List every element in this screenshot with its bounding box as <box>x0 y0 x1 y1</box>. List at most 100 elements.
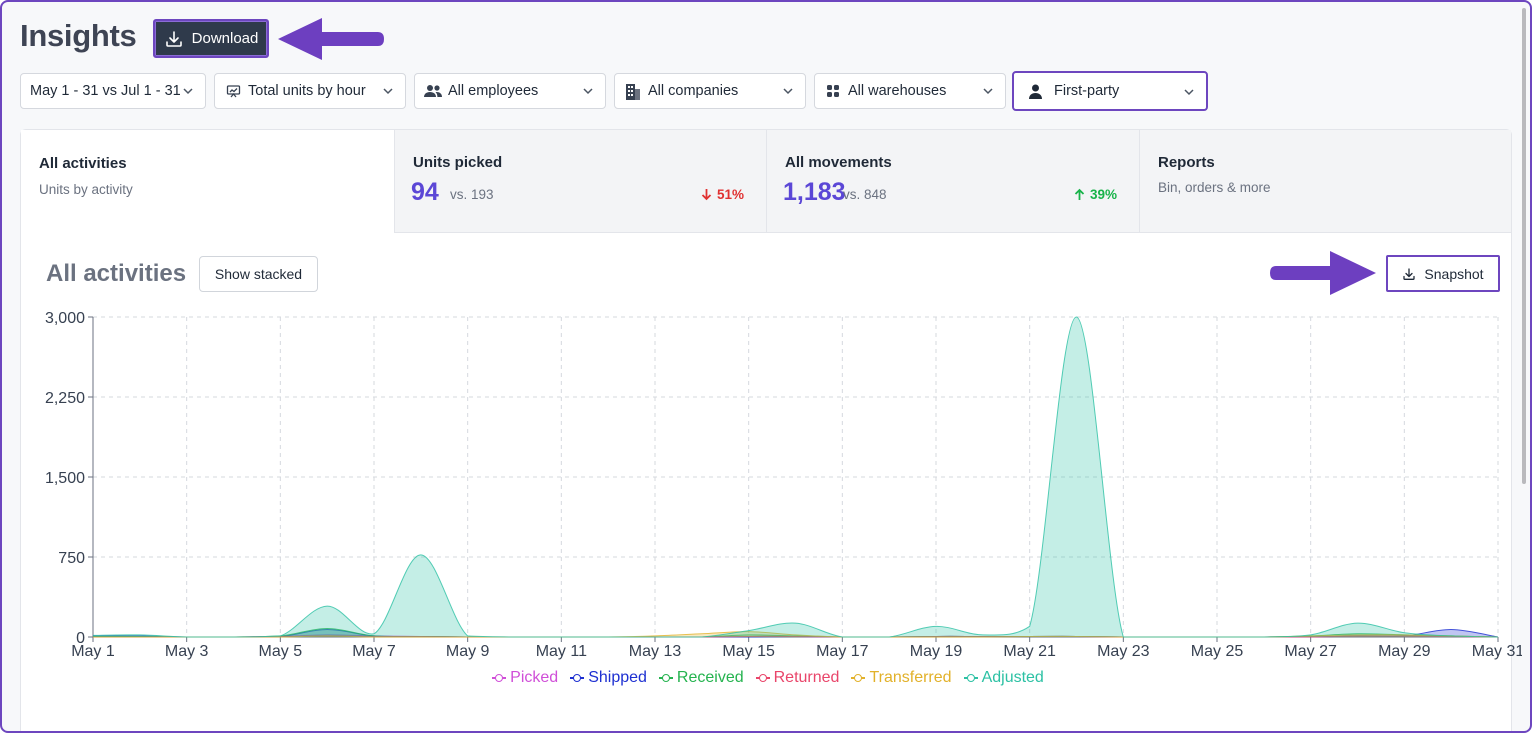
x-tick-label: May 5 <box>259 643 303 660</box>
download-icon <box>165 30 182 47</box>
arrow-up-icon <box>1074 188 1085 200</box>
download-button[interactable]: Download <box>153 19 269 58</box>
metric-comparison: vs. 848 <box>843 187 887 202</box>
legend-item-received[interactable]: Received <box>658 669 744 687</box>
y-tick-label: 1,500 <box>45 470 85 487</box>
x-tick-label: May 19 <box>910 643 963 660</box>
tab-reports[interactable]: Reports Bin, orders & more <box>1140 130 1511 233</box>
show-stacked-button[interactable]: Show stacked <box>199 256 318 292</box>
x-tick-label: May 31 <box>1472 643 1522 660</box>
activities-area-chart: 0 750 1,500 2,250 3,000 May 1 May 3 May 5 May 7 M… <box>45 310 1522 660</box>
chart-title: All activities <box>46 260 187 287</box>
insights-card: All activities Units by activity Units p… <box>20 129 1512 731</box>
x-tick-label: May 29 <box>1378 643 1431 660</box>
tab-all-movements[interactable]: All movements 1,183 vs. 848 39% <box>767 130 1140 233</box>
date-range-label: May 1 - 31 vs Jul 1 - 31 <box>30 83 181 99</box>
y-tick-label: 2,250 <box>45 390 85 407</box>
tab-subtitle: Units by activity <box>39 182 133 197</box>
party-filter[interactable]: First-party <box>1012 71 1208 111</box>
x-tick-label: May 15 <box>722 643 775 660</box>
series-line-adjusted <box>92 316 1499 638</box>
person-icon <box>1026 82 1044 100</box>
download-label: Download <box>191 30 259 47</box>
x-tick-label: May 11 <box>536 643 587 660</box>
tab-subtitle: Bin, orders & more <box>1158 180 1271 195</box>
date-range-filter[interactable]: May 1 - 31 vs Jul 1 - 31 <box>20 73 206 109</box>
legend-label: Shipped <box>588 669 647 686</box>
arrow-down-icon <box>701 189 712 201</box>
chevron-down-icon <box>183 88 193 95</box>
snapshot-label: Snapshot <box>1424 265 1484 282</box>
legend-marker-icon <box>658 673 673 683</box>
chevron-down-icon <box>1184 89 1194 96</box>
series-area-transferred <box>93 631 1498 637</box>
users-icon <box>424 82 442 100</box>
x-tick-label: May 23 <box>1097 643 1150 660</box>
warehouses-filter-label: All warehouses <box>848 83 947 99</box>
metric-delta: 51% <box>701 187 744 202</box>
legend-label: Transferred <box>869 669 952 686</box>
metric-filter[interactable]: Total units by hour <box>214 73 406 109</box>
tab-units-picked[interactable]: Units picked 94 vs. 193 51% <box>395 130 767 233</box>
legend-item-adjusted[interactable]: Adjusted <box>963 669 1044 687</box>
legend-marker-icon <box>570 673 585 683</box>
tab-title: All movements <box>785 154 892 171</box>
chevron-down-icon <box>583 88 593 95</box>
x-tick-label: May 25 <box>1191 643 1244 660</box>
download-icon <box>1403 267 1416 280</box>
x-tick-label: May 13 <box>629 643 682 660</box>
metric-delta-value: 39% <box>1089 187 1117 202</box>
chart-presentation-icon <box>224 82 242 100</box>
legend-label: Received <box>676 669 744 686</box>
x-tick-label: May 7 <box>352 643 396 660</box>
legend-label: Returned <box>773 669 840 686</box>
snapshot-button[interactable]: Snapshot <box>1386 255 1500 292</box>
legend-item-transferred[interactable]: Transferred <box>851 669 952 687</box>
x-tick-label: May 27 <box>1284 643 1337 660</box>
x-tick-label: May 21 <box>1003 643 1056 660</box>
metric-comparison: vs. 193 <box>450 187 494 202</box>
warehouses-filter[interactable]: All warehouses <box>814 73 1006 109</box>
tab-title: All activities <box>39 155 127 172</box>
x-tick-label: May 9 <box>446 643 490 660</box>
y-tick-label: 0 <box>76 630 85 647</box>
legend-marker-icon <box>755 673 770 683</box>
chevron-down-icon <box>983 88 993 95</box>
annotation-arrow-left <box>278 18 384 60</box>
metric-value: 94 <box>411 178 439 206</box>
metric-filter-label: Total units by hour <box>248 83 366 99</box>
employees-filter-label: All employees <box>448 83 539 99</box>
scrollbar[interactable] <box>1522 8 1526 484</box>
metric-delta-value: 51% <box>716 187 744 202</box>
x-tick-label: May 17 <box>816 643 869 660</box>
legend-label: Picked <box>510 669 559 686</box>
legend-marker-icon <box>851 673 866 683</box>
page-title: Insights <box>20 18 137 53</box>
employees-filter[interactable]: All employees <box>414 73 606 109</box>
legend-label: Adjusted <box>981 669 1044 686</box>
metric-value: 1,183 <box>783 178 846 206</box>
companies-filter[interactable]: All companies <box>614 73 806 109</box>
grid-dots-icon <box>824 82 842 100</box>
legend-item-returned[interactable]: Returned <box>755 669 840 687</box>
chevron-down-icon <box>383 88 393 95</box>
tab-title: Reports <box>1158 154 1215 171</box>
legend-item-shipped[interactable]: Shipped <box>570 669 647 687</box>
companies-filter-label: All companies <box>648 83 739 99</box>
x-tick-label: May 3 <box>165 643 209 660</box>
x-tick-label: May 1 <box>71 643 115 660</box>
y-tick-label: 3,000 <box>45 310 85 327</box>
metric-delta: 39% <box>1074 187 1117 202</box>
tab-title: Units picked <box>413 154 503 171</box>
legend-marker-icon <box>963 673 978 683</box>
y-tick-label: 750 <box>58 550 85 567</box>
chevron-down-icon <box>783 88 793 95</box>
building-icon <box>624 82 642 100</box>
chart-legend: Picked Shipped Received Returned Transferred… <box>2 669 1530 688</box>
annotation-arrow-right <box>1270 251 1376 295</box>
tab-all-activities[interactable]: All activities Units by activity <box>21 130 395 233</box>
party-filter-label: First-party <box>1054 83 1120 99</box>
legend-item-picked[interactable]: Picked <box>492 669 558 687</box>
legend-marker-icon <box>492 673 507 683</box>
